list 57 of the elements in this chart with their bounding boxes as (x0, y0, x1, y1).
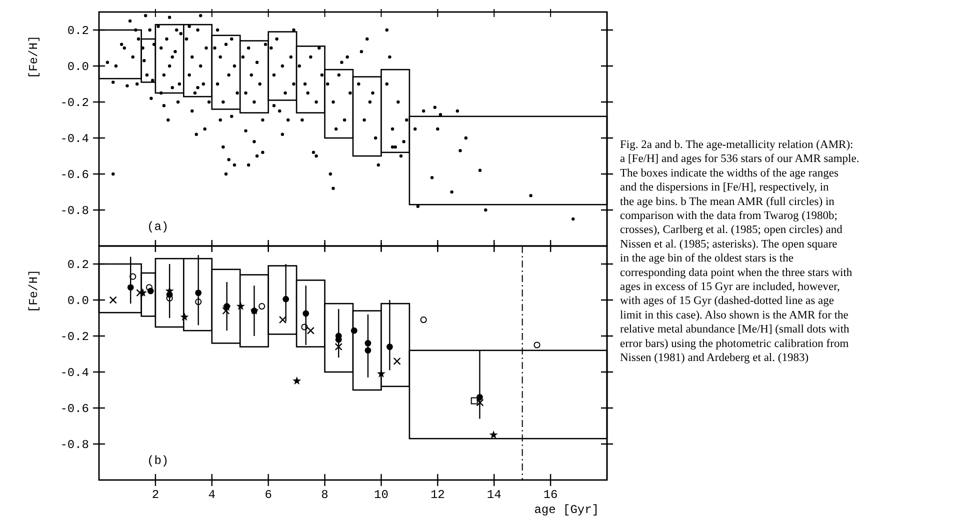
annotation: (a) (147, 220, 169, 234)
y-tick-label: -0.6 (60, 168, 89, 182)
point (376, 369, 386, 378)
point (364, 347, 372, 354)
point (236, 302, 245, 310)
point (420, 316, 427, 324)
point (470, 397, 478, 404)
point (489, 430, 498, 439)
y-axis-title: [Fe/H] (27, 269, 41, 313)
y-tick-label: 0.2 (67, 258, 89, 272)
point (393, 357, 401, 365)
point (138, 288, 148, 296)
point (130, 273, 136, 280)
point (127, 284, 134, 291)
y-tick-label: -0.2 (60, 96, 89, 110)
point (334, 343, 342, 351)
point (292, 376, 302, 385)
y-tick-label: 0.2 (67, 24, 89, 38)
y-tick-label: -0.4 (60, 366, 89, 380)
point (476, 398, 484, 406)
y-tick-label: -0.4 (60, 132, 89, 146)
x-tick-label: 12 (430, 488, 445, 502)
point (180, 312, 189, 321)
y-tick-label: -0.8 (60, 438, 89, 452)
point (136, 289, 144, 297)
x-tick-label: 6 (264, 488, 272, 502)
point (386, 344, 393, 350)
x-tick-label: 8 (321, 488, 328, 502)
point (364, 340, 372, 346)
y-tick-label: -0.6 (60, 402, 89, 416)
point (258, 303, 266, 310)
point (534, 342, 540, 348)
point (195, 298, 202, 306)
x-tick-label: 10 (374, 488, 388, 502)
annotation: (b) (147, 454, 169, 468)
y-tick-label: 0.0 (67, 60, 89, 74)
point (222, 307, 230, 315)
x-tick-label: 14 (486, 488, 502, 502)
y-tick-label: 0.0 (67, 294, 89, 308)
point (350, 327, 358, 334)
text: Fig. 2a and b. The age-metallicity relation (AMR): a [Fe/H] and ages for 536 stars of our AMR sample. The boxes indicate the widths of the age ranges and the dispersions in [Fe/H], respectively, in the age bins. b The mean AMR (full circles) in comparison with the data from Twarog (1980b; crosses), Carlberg et al. (1985; open circles) and Nissen et al. (1985; asterisks). The open square in the age bin of the oldest stars is the corresponding data point when the three stars with ages in excess of 15 Gyr are included, however, with ages of 15 Gyr (dashed-dotted line as age limit in this case). Also shown is the AMR for the relative metal abundance [Me/H] (small dots with error bars) using the photometric calibration from Nissen (1981) and Ardeberg et al. (1983) (620, 139, 860, 364)
y-tick-label: -0.2 (60, 330, 89, 344)
x-tick-label: 4 (208, 488, 216, 502)
point (306, 326, 314, 334)
point (146, 284, 153, 291)
point (278, 316, 287, 324)
y-tick-label: -0.8 (60, 204, 89, 218)
point (195, 290, 202, 296)
y-axis-title: [Fe/H] (27, 35, 41, 79)
x-axis-title: age [Gyr] (534, 503, 599, 517)
point (476, 394, 483, 400)
x-tick-label: 2 (152, 488, 160, 502)
point (302, 310, 310, 317)
point (109, 296, 117, 304)
x-tick-label: 16 (543, 488, 558, 502)
point (301, 324, 308, 330)
point (282, 296, 290, 302)
